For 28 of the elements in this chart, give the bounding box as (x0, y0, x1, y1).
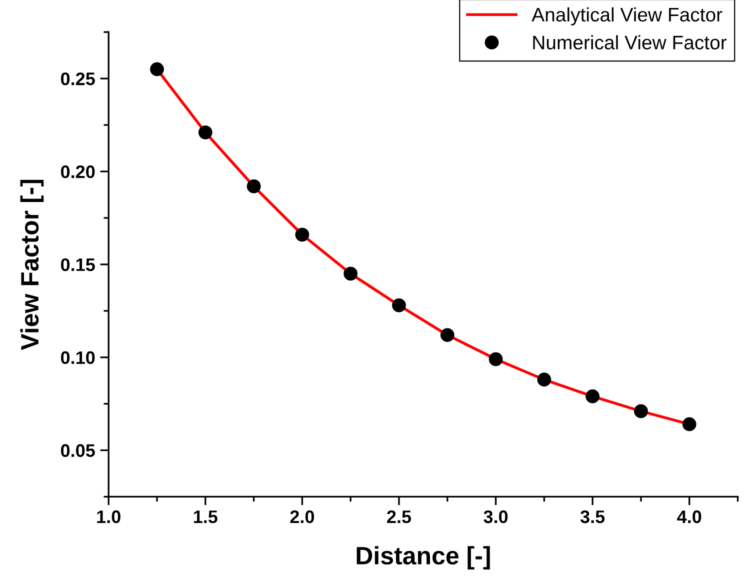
x-tick-label: 3.0 (484, 510, 508, 524)
y-tick-label: 0.20 (60, 165, 95, 178)
point (344, 266, 358, 281)
point (488, 352, 503, 366)
y-tick-label: 0.15 (60, 258, 95, 272)
point (295, 228, 310, 242)
y-tick-label: 0.25 (60, 72, 95, 86)
point (150, 62, 164, 76)
point (198, 125, 212, 140)
x-axis-title: Distance [-] (356, 546, 490, 570)
point (634, 404, 648, 418)
point (586, 389, 600, 404)
point (440, 328, 454, 342)
x-tick-label: 1.5 (194, 510, 218, 524)
legend-label: Numerical View Factor (533, 35, 727, 50)
point (537, 372, 552, 387)
point (392, 298, 406, 312)
x-tick-label: 2.5 (387, 510, 412, 524)
y-tick-label: 0.05 (60, 444, 95, 457)
point (246, 179, 261, 194)
x-tick-label: 4.0 (677, 510, 702, 524)
y-tick-label: 0.10 (60, 351, 95, 364)
legend-label: Analytical View Factor (532, 7, 722, 26)
x-tick-label: 2.0 (290, 510, 314, 524)
y-axis-title: View Factor [-] (20, 180, 44, 350)
x-tick-label: 3.5 (580, 510, 605, 524)
x-tick-label: 1.0 (97, 510, 120, 524)
point (682, 417, 696, 432)
